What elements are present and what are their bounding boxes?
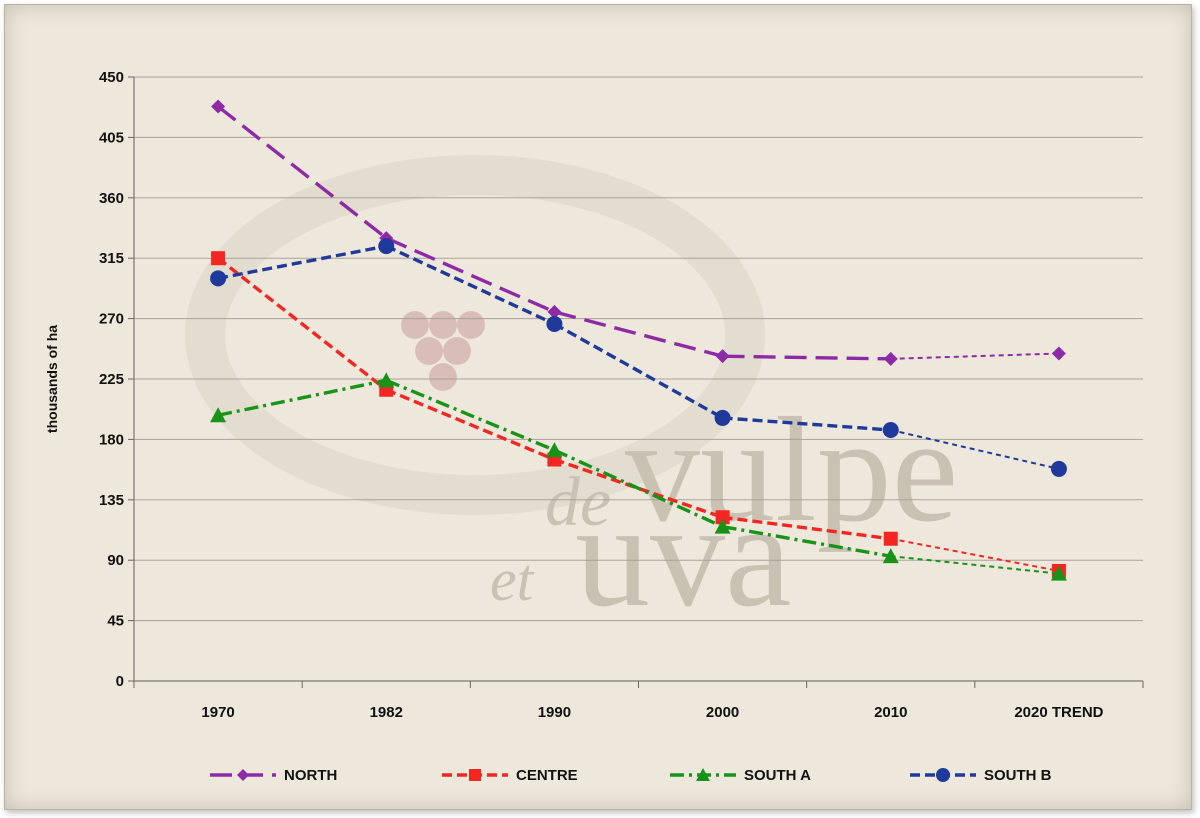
series-segment-centre	[890, 537, 1060, 572]
y-tick-label: 90	[107, 552, 124, 569]
series-segment-centre	[385, 388, 556, 462]
y-tick-label: 45	[107, 613, 124, 630]
x-tick-label: 1982	[370, 704, 403, 721]
legend-label-south-b: SOUTH B	[984, 767, 1052, 784]
legend-item-south-b: SOUTH B	[910, 767, 1052, 784]
x-tick-label: 1990	[538, 704, 571, 721]
x-tick-label: 2000	[706, 704, 739, 721]
y-axis-title: thousands of ha	[44, 325, 60, 433]
series-segment-centre	[217, 256, 388, 392]
series-segment-south-a	[385, 378, 556, 452]
watermark-grape-icon	[401, 311, 485, 391]
y-tick-label: 270	[99, 311, 124, 328]
circle-marker	[714, 409, 731, 426]
series-segment-north	[553, 310, 724, 358]
x-axis-ticks: 1970 1982 1990 2000 2010 2020 TREND	[133, 681, 1144, 721]
diamond-marker	[237, 769, 249, 781]
series-segment-south-b	[385, 244, 556, 326]
y-tick-label: 405	[99, 129, 124, 146]
series-centre	[211, 251, 1066, 578]
watermark-text-et: et	[490, 547, 535, 613]
series-segment-south-b	[553, 322, 724, 420]
square-marker	[715, 510, 730, 525]
series-lines	[210, 99, 1067, 581]
triangle-marker	[696, 768, 710, 781]
triangle-marker	[714, 518, 731, 534]
legend-item-north: NORTH	[210, 767, 337, 784]
series-segment-north	[722, 354, 891, 361]
legend-label-centre: CENTRE	[516, 767, 578, 784]
grid-lines	[134, 76, 1143, 622]
line-chart: de vulpe et uva 0 45 90 135 180 225 270 315 360 4…	[44, 69, 1144, 784]
series-segment-north	[385, 236, 556, 314]
circle-marker	[546, 315, 563, 332]
legend-label-south-a: SOUTH A	[744, 767, 811, 784]
y-tick-label: 135	[99, 492, 124, 509]
circle-marker	[936, 768, 950, 782]
watermark-text-uva: uva	[575, 472, 792, 638]
series-segment-south-a	[722, 524, 892, 558]
square-marker	[469, 769, 481, 781]
series-segment-centre	[722, 515, 891, 541]
series-north	[211, 99, 1066, 366]
series-segment-south-a	[217, 378, 387, 417]
circle-marker	[1050, 460, 1067, 477]
series-segment-south-a	[890, 555, 1060, 575]
y-tick-label: 225	[99, 371, 124, 388]
y-tick-label: 315	[99, 250, 124, 267]
legend: NORTH CENTRE SOUTH A SOUTH B	[210, 767, 1052, 784]
series-south-b	[210, 238, 1067, 477]
watermark-logo: de vulpe et uva	[185, 155, 958, 638]
chart-frame: de vulpe et uva 0 45 90 135 180 225 270 315 360 4…	[4, 4, 1192, 810]
diamond-marker	[715, 349, 730, 364]
legend-item-south-a: SOUTH A	[670, 767, 811, 784]
y-axis-ticks: 0 45 90 135 180 225 270 315 360 405 450	[99, 69, 134, 690]
triangle-marker	[378, 372, 395, 388]
y-tick-label: 360	[99, 190, 124, 207]
series-segment-north	[890, 352, 1059, 360]
series-segment-south-a	[553, 448, 724, 529]
diamond-marker	[211, 99, 226, 114]
y-tick-label: 180	[99, 431, 124, 448]
x-tick-label: 1970	[201, 704, 234, 721]
square-marker	[211, 251, 226, 266]
x-tick-label: 2020 TREND	[1014, 704, 1103, 721]
diamond-marker	[883, 351, 898, 366]
square-marker	[883, 531, 898, 546]
x-tick-label: 2010	[874, 704, 907, 721]
triangle-marker	[1050, 565, 1067, 581]
triangle-marker	[546, 442, 563, 458]
diamond-marker	[1051, 346, 1066, 361]
circle-marker	[378, 238, 395, 255]
series-segment-south-b	[890, 429, 1060, 470]
series-segment-south-b	[722, 416, 891, 432]
circle-marker	[210, 270, 227, 287]
y-tick-label: 450	[99, 69, 124, 86]
legend-label-north: NORTH	[284, 767, 337, 784]
diamond-marker	[547, 304, 562, 319]
y-tick-label: 0	[116, 673, 124, 690]
triangle-marker	[210, 407, 227, 423]
series-segment-north	[217, 105, 388, 240]
circle-marker	[882, 422, 899, 439]
series-segment-south-b	[217, 244, 387, 281]
watermark-swirl	[185, 155, 765, 515]
legend-item-centre: CENTRE	[442, 767, 578, 784]
series-south-a	[210, 372, 1067, 581]
triangle-marker	[882, 548, 899, 564]
